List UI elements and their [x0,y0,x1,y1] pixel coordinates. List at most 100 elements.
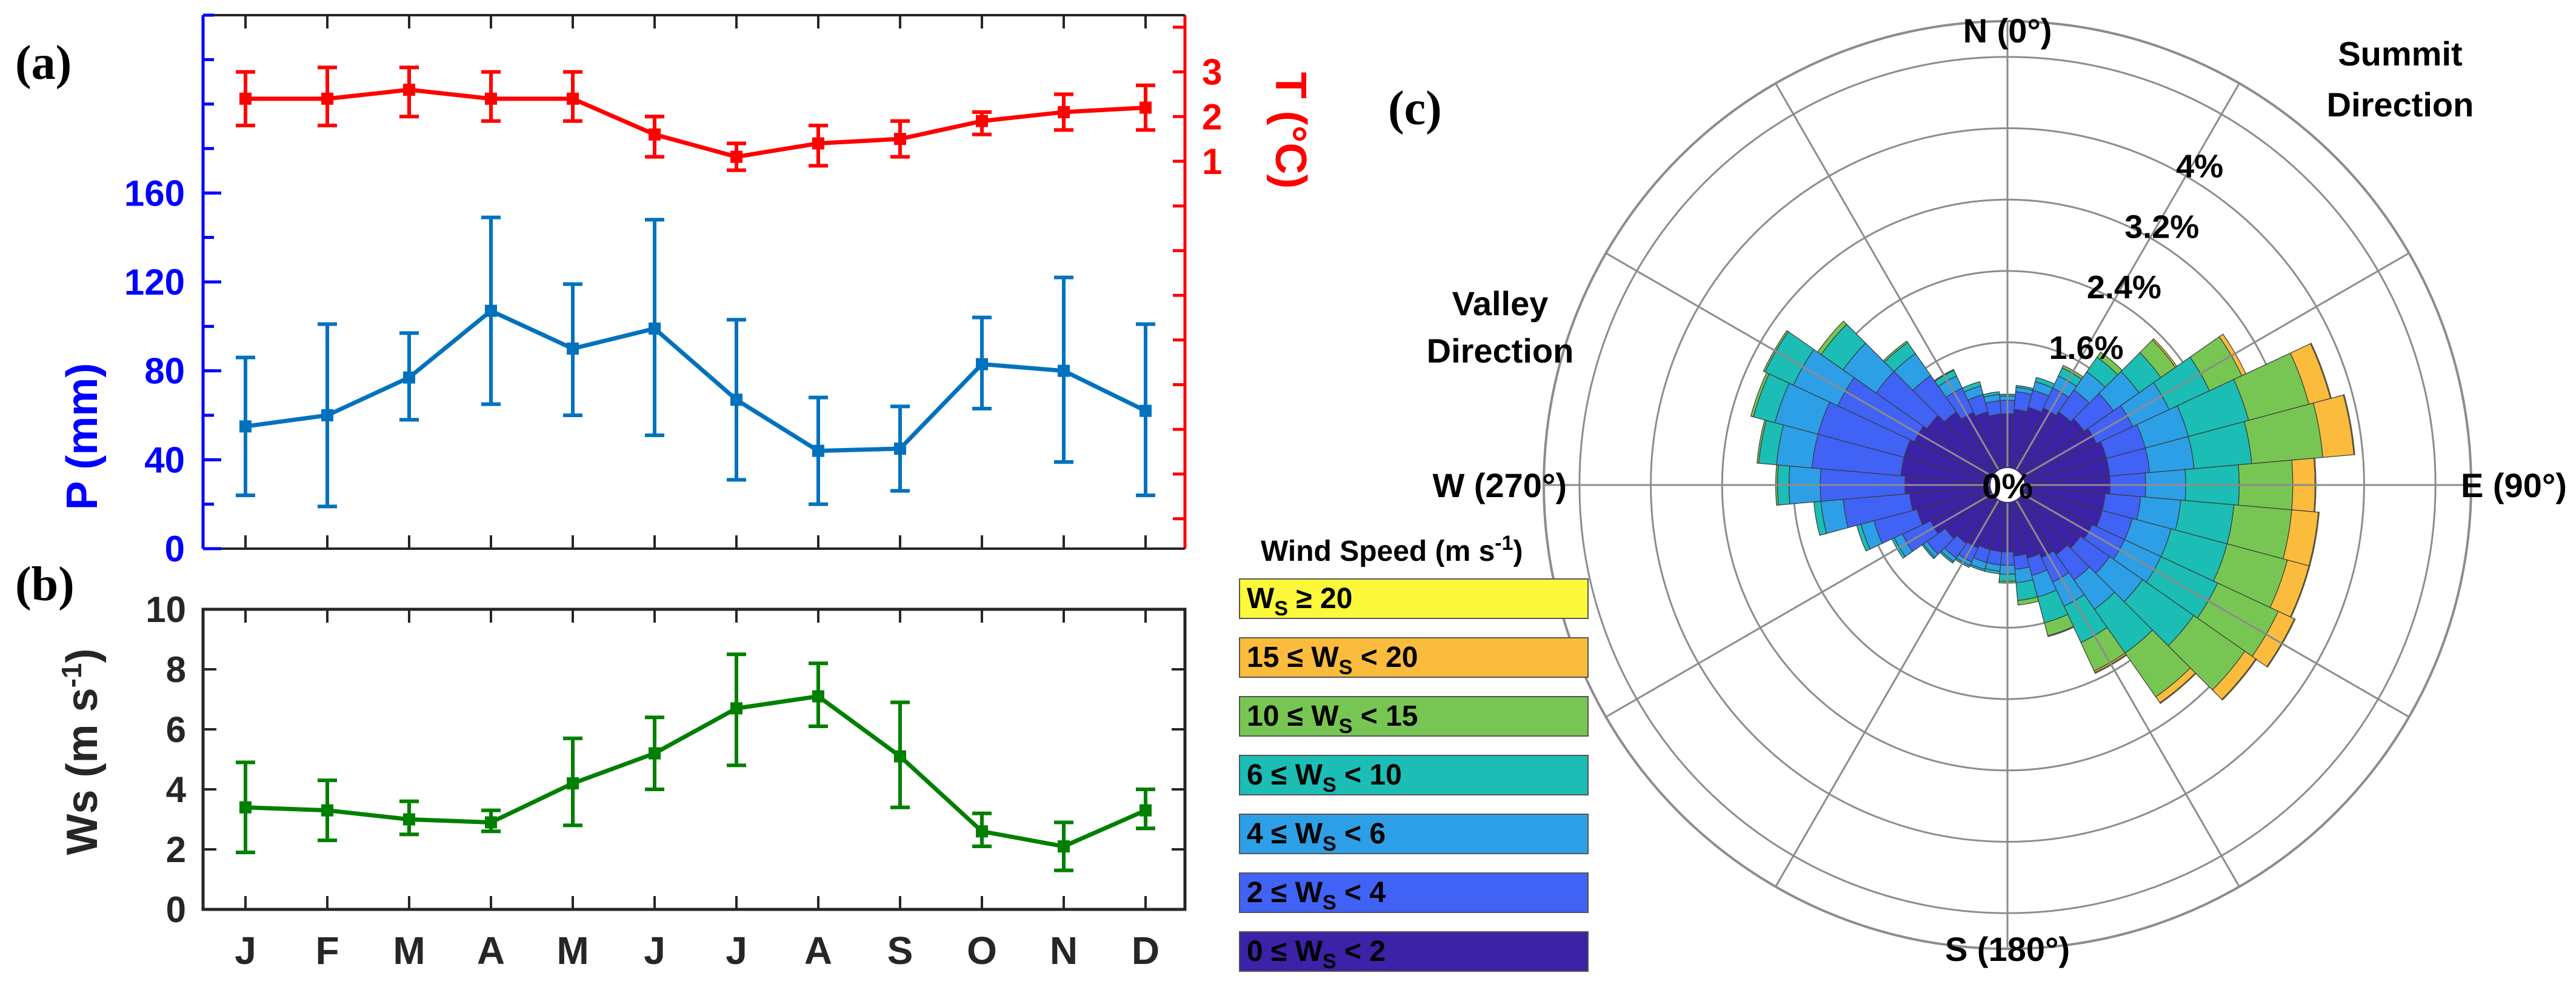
valley-direction-line1: Valley [1452,284,1549,323]
grid-spoke [2015,500,2240,888]
precip-point [812,444,824,457]
temp-point [403,84,415,96]
wind-rose-segment [1961,381,1981,393]
y-tick-label: 4 [166,769,187,810]
grid-spoke [1605,493,1992,718]
temp-point [567,92,579,105]
month-label: D [1132,929,1160,972]
month-label: A [804,929,832,972]
wind-rose-segment [1883,340,1909,363]
panel-b-label: (b) [15,558,75,611]
wind-point [403,813,415,826]
wind-rose-segment [1983,391,2000,398]
y-tick-label: 10 [145,589,186,630]
wind-rose-segment [1763,330,1789,373]
legend-swatch [1239,696,1589,737]
legend-swatch [1239,872,1589,913]
temp-point [812,137,824,150]
wind-point [730,702,742,715]
precip-point [894,443,906,455]
wind-rose-segment [2017,596,2040,606]
summit-direction-line1: Summit [2338,35,2462,73]
legend-title: Wind Speed (m s-1) [1261,532,1523,567]
wind-point [894,750,906,763]
legend-swatch [1239,637,1589,678]
ring-label: 2.4% [2087,269,2161,306]
ring-percent-labels: 1.6% 2.4% 3.2% 4% [2049,148,2223,366]
temp-point [976,115,988,127]
precip-point [1058,364,1070,377]
temp-point [239,92,252,105]
left-tick-label: 40 [144,440,185,480]
wind-series-line [245,694,1147,849]
right-tick-label: 1 [1202,141,1222,182]
wind-point [812,690,824,703]
precip-point [321,409,333,421]
legend-entry: 4 ≤ WS < 6 [1247,818,1386,855]
wind-point [1058,840,1070,853]
month-label: O [967,929,997,972]
wind-point [567,777,579,790]
wind-rose-segment [2159,672,2197,704]
legend-entry: WS ≥ 20 [1247,583,1352,620]
center-label: 0% [1982,467,2033,506]
wind-rose-segment [2266,618,2296,668]
wind-rose-segment [2221,658,2257,701]
wind-speed-legend: WS ≥ 20 15 ≤ WS < 20 10 ≤ WS < 15 6 ≤ WS < … [1239,578,1589,973]
ring-label: 1.6% [2049,330,2123,366]
legend-entry: 6 ≤ WS < 10 [1247,759,1402,797]
wind-point [976,825,988,838]
legend-swatch [1239,931,1589,972]
temp-series-line [245,87,1146,159]
left-tick-label: 160 [124,173,185,213]
month-label: M [393,929,425,972]
north-label: N (0°) [1963,12,2052,50]
precip-series-line [245,308,1147,453]
y-tick-label: 6 [166,709,186,750]
temp-point [649,128,661,141]
wind-rose-segment [2047,626,2075,637]
temp-point [321,92,333,105]
y-tick-label: 2 [166,829,186,870]
panel-b-axes [201,607,1187,911]
legend-swatch [1239,755,1589,795]
left-tick-label: 0 [165,529,185,569]
wind-point [239,801,252,814]
panel-a-label: (a) [15,36,72,90]
month-label: J [235,929,256,972]
precip-point [403,371,415,384]
month-label: S [887,929,913,972]
ring-label: 3.2% [2124,209,2199,245]
month-label: N [1050,929,1078,972]
south-label: S (180°) [1945,930,2070,968]
legend-entry: 15 ≤ WS < 20 [1247,641,1418,679]
wind-rose-segment [2094,654,2127,674]
temp-point [1140,101,1152,114]
grid-spoke [1605,252,1992,477]
panel-a-marks [236,65,1155,509]
right-tick-label: 2 [1202,96,1222,137]
east-label: E (90°) [2461,466,2567,504]
wind-point [321,804,333,817]
temp-point [485,92,497,105]
month-label: A [477,929,505,972]
precip-point [1140,404,1152,417]
legend-swatch [1239,814,1589,854]
temp-point [1058,105,1070,118]
panel-a-ticks: 0 40 80 120 160 123 [124,13,1222,569]
panel-b-wind-speed-chart: (b) 0 2 4 6 8 10 Ws (m s-1) J F M A M J J A S O N D [15,558,1187,972]
month-label: J [644,929,666,972]
grid-spoke [2023,493,2410,718]
panel-b-marks [236,652,1155,872]
wind-point [1140,804,1152,817]
temp-point [894,133,906,146]
ring-label: 4% [2176,148,2223,184]
precip-point [567,343,579,355]
month-label: M [556,929,589,972]
panel-a-ylabel-left: P (mm) [58,363,107,510]
wind-rose-spokes [1544,21,2471,949]
precip-point [649,323,661,335]
panel-a-ylabel-right: T (°C) [1266,72,1315,189]
wind-point [485,816,497,829]
precip-point [976,358,988,370]
